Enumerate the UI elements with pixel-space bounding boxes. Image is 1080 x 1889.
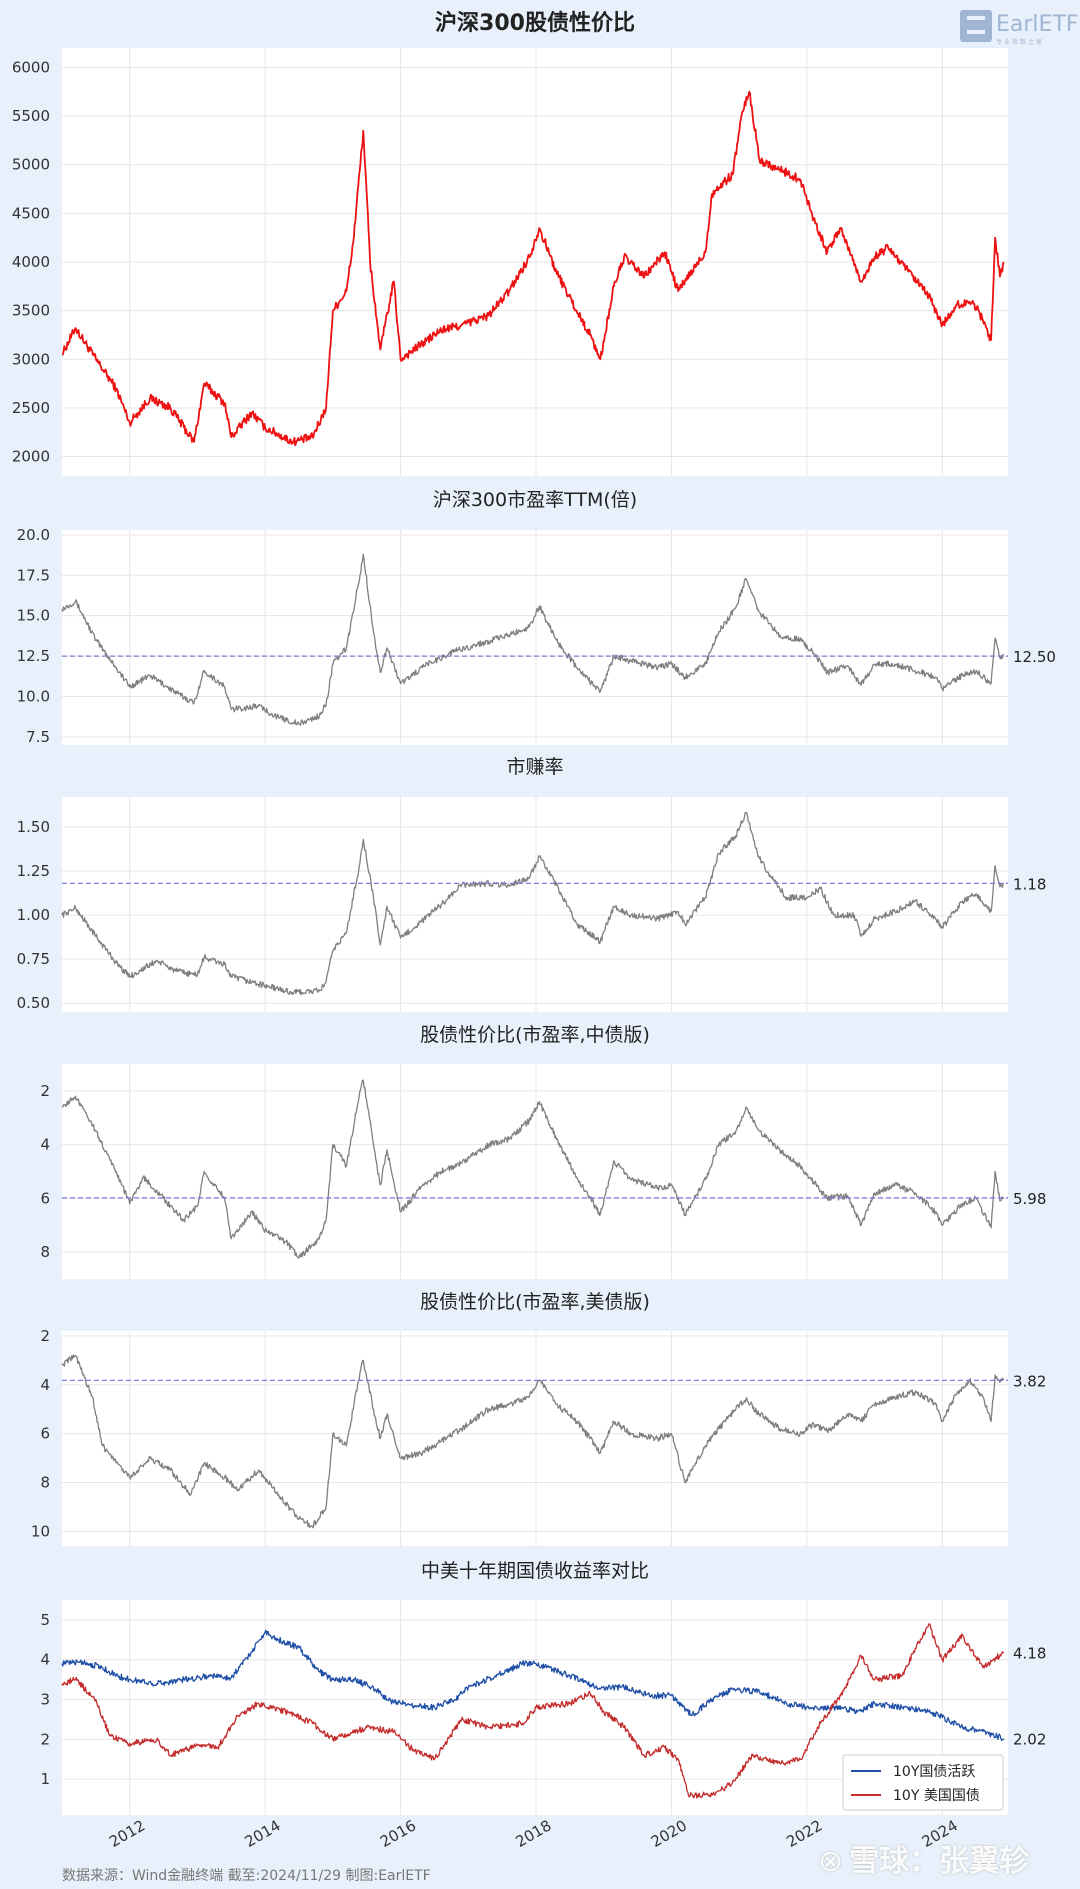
series-end-value-label: 2.02 — [1013, 1731, 1046, 1749]
panel-title: 股债性价比(市盈率,中债版) — [420, 1024, 650, 1046]
y-tick-label: 1.00 — [17, 906, 50, 924]
earletf-logo: EarlETF 专业指数之家 — [960, 8, 1079, 46]
series-line-10Y 美国国债 — [61, 1623, 1005, 1799]
legend-entry: 10Y 美国国债 — [893, 1788, 980, 1804]
y-tick-label: 4 — [40, 1651, 50, 1669]
reference-value-label: 12.50 — [1013, 648, 1056, 666]
logo-text: EarlETF — [996, 12, 1079, 37]
panel-3-plot-area — [62, 1064, 1008, 1279]
y-tick-label: 3 — [40, 1691, 50, 1709]
panel-title: 沪深300市盈率TTM(倍) — [433, 489, 637, 511]
y-tick-label: 8 — [40, 1473, 50, 1491]
watermark: ⊗ 雪球：张翼轸 — [818, 1836, 1029, 1880]
series-line-red — [61, 90, 1005, 447]
y-tick-label: 3500 — [12, 302, 50, 320]
series-line-gray — [61, 553, 1004, 726]
reference-value-label: 3.82 — [1013, 1372, 1046, 1390]
y-tick-label: 6 — [40, 1425, 50, 1443]
panel-title: 市赚率 — [506, 756, 563, 778]
x-tick-label: 2020 — [648, 1816, 690, 1851]
y-tick-label: 4000 — [12, 253, 50, 271]
y-tick-label: 6 — [40, 1189, 50, 1207]
y-tick-label: 20.0 — [17, 526, 50, 544]
y-tick-label: 7.5 — [26, 728, 50, 746]
x-tick-label: 2014 — [242, 1816, 284, 1851]
y-tick-label: 2500 — [12, 399, 50, 417]
logo-mark-icon — [960, 10, 992, 42]
panel-4-plot-area — [62, 1331, 1008, 1546]
y-tick-label: 2 — [40, 1082, 50, 1100]
y-tick-label: 2 — [40, 1730, 50, 1748]
y-tick-label: 17.5 — [17, 566, 50, 584]
y-tick-label: 0.75 — [17, 950, 50, 968]
logo-subtext: 专业指数之家 — [996, 39, 1045, 46]
panel-title: 股债性价比(市盈率,美债版) — [420, 1291, 650, 1313]
y-tick-label: 1.25 — [17, 862, 50, 880]
y-tick-label: 1 — [40, 1770, 50, 1788]
main-title: 沪深300股债性价比 — [435, 10, 635, 36]
reference-value-label: 1.18 — [1013, 875, 1046, 893]
y-tick-label: 12.5 — [17, 647, 50, 665]
y-tick-label: 6000 — [12, 58, 50, 76]
y-tick-label: 5 — [40, 1611, 50, 1629]
reference-value-label: 5.98 — [1013, 1190, 1046, 1208]
panel-1-plot-area — [62, 530, 1008, 745]
y-tick-label: 2 — [40, 1327, 50, 1345]
y-tick-label: 15.0 — [17, 607, 50, 625]
series-line-gray — [62, 1079, 1004, 1259]
y-tick-label: 2000 — [12, 448, 50, 466]
series-end-value-label: 4.18 — [1013, 1645, 1046, 1663]
series-line-gray — [61, 811, 1005, 996]
panel-2-plot-area — [62, 797, 1008, 1012]
y-tick-label: 4500 — [12, 204, 50, 222]
y-tick-label: 8 — [40, 1243, 50, 1261]
series-line-10Y国债活跃 — [61, 1629, 1005, 1742]
x-tick-label: 2016 — [377, 1816, 419, 1851]
y-tick-label: 4 — [40, 1376, 50, 1394]
legend-entry: 10Y国债活跃 — [893, 1764, 975, 1780]
watermark-text: 雪球：张翼轸 — [849, 1844, 1030, 1879]
panel-title: 中美十年期国债收益率对比 — [421, 1560, 649, 1582]
legend-box — [842, 1754, 1004, 1811]
xueqiu-icon: ⊗ — [818, 1844, 844, 1879]
y-tick-label: 4 — [40, 1136, 50, 1154]
y-tick-label: 3000 — [12, 350, 50, 368]
y-tick-label: 0.50 — [17, 994, 50, 1012]
y-tick-label: 10 — [31, 1522, 50, 1540]
y-tick-label: 1.50 — [17, 818, 50, 836]
y-tick-label: 5000 — [12, 156, 50, 174]
x-tick-label: 2018 — [512, 1816, 554, 1851]
x-tick-label: 2012 — [106, 1816, 148, 1851]
data-source-footer: 数据来源：Wind金融终端 截至:2024/11/29 制图:EarlETF — [62, 1868, 431, 1884]
series-line-gray — [61, 1354, 1005, 1529]
y-tick-label: 10.0 — [17, 688, 50, 706]
y-tick-label: 5500 — [12, 107, 50, 125]
